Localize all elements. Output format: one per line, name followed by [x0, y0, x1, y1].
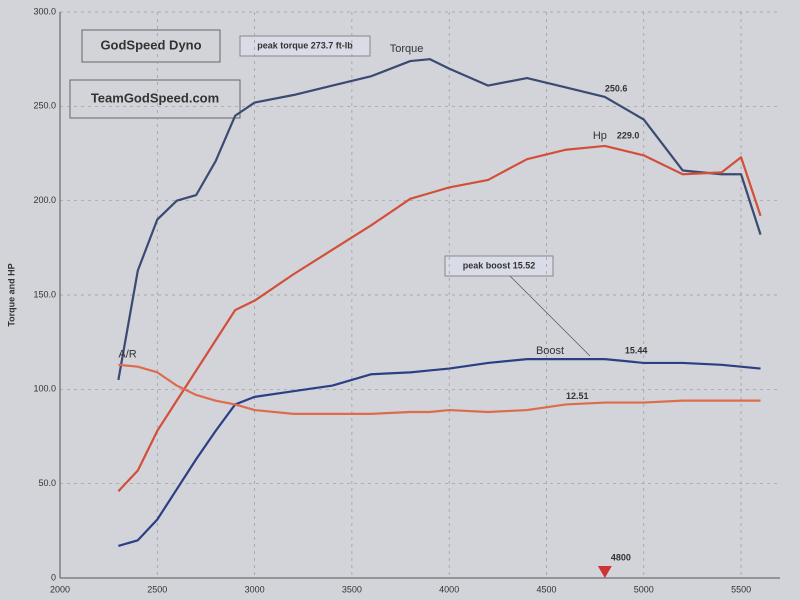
- box-team: TeamGodSpeed.com: [69, 79, 241, 119]
- series-line: [118, 358, 761, 547]
- box-text: peak boost 15.52: [463, 260, 536, 270]
- x-tick-label: 5500: [731, 584, 751, 594]
- box-text: TeamGodSpeed.com: [91, 90, 219, 105]
- y-tick-label: 150.0: [33, 289, 56, 299]
- box-frame: [444, 255, 554, 277]
- series-label: Torque: [390, 43, 424, 55]
- box-frame: [69, 79, 241, 119]
- box-godspeed: GodSpeed Dyno: [81, 29, 221, 63]
- series-value-label: 15.44: [625, 346, 648, 356]
- pointer-line: [509, 275, 591, 357]
- y-tick-label: 250.0: [33, 101, 56, 111]
- box-text: GodSpeed Dyno: [100, 37, 201, 52]
- box-frame: [81, 29, 221, 63]
- rpm-marker: [597, 566, 612, 578]
- series-line: [118, 363, 761, 415]
- series-value-label: 250.6: [605, 83, 628, 93]
- box-peak-boost: peak boost 15.52: [444, 255, 554, 277]
- x-tick-label: 2500: [147, 584, 167, 594]
- x-tick-label: 5000: [634, 584, 654, 594]
- series-line: [117, 58, 762, 381]
- x-tick-label: 3500: [342, 584, 362, 594]
- x-tick-label: 3000: [245, 584, 265, 594]
- y-tick-label: 300.0: [33, 6, 56, 16]
- x-tick-label: 4000: [439, 584, 459, 594]
- series-value-label: 229.0: [617, 130, 640, 140]
- box-text: peak torque 273.7 ft-lb: [257, 40, 353, 50]
- x-tick-label: 2000: [50, 584, 70, 594]
- y-tick-label: 50.0: [38, 478, 56, 488]
- y-tick-label: 100.0: [33, 384, 56, 394]
- y-tick-label: 0: [51, 572, 56, 582]
- rpm-marker-label: 4800: [611, 552, 631, 562]
- series-line: [117, 144, 762, 492]
- series-value-label: 12.51: [566, 391, 589, 401]
- x-tick-label: 4500: [536, 584, 556, 594]
- y-tick-label: 200.0: [33, 195, 56, 205]
- series-label: Hp: [593, 130, 607, 142]
- y-axis-label: Torque and HP: [6, 263, 16, 326]
- series-label: A/R: [118, 349, 136, 361]
- box-frame: [239, 35, 371, 57]
- series-label: Boost: [536, 345, 564, 357]
- box-peak-torque: peak torque 273.7 ft-lb: [239, 35, 371, 57]
